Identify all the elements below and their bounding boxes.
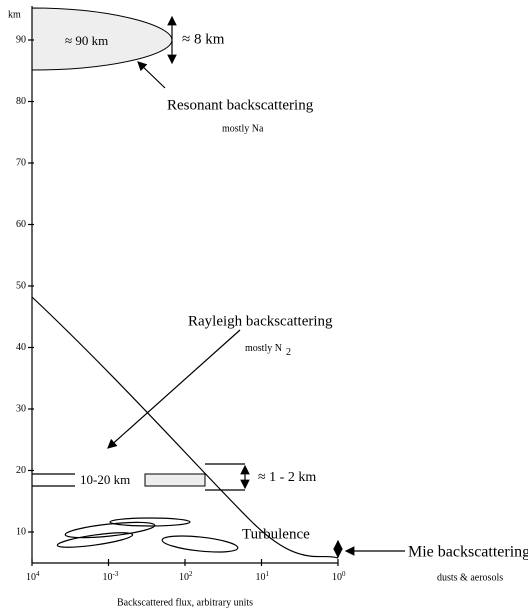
tick-exp: 4 — [36, 570, 40, 578]
tick-base: 10 — [103, 572, 113, 583]
mie-subtitle: dusts & aerosols — [437, 572, 503, 583]
y-tick-label: 70 — [16, 157, 26, 168]
mie-title: Mie backscattering — [408, 544, 528, 561]
turbulence-swirls — [56, 517, 239, 553]
rayleigh-title: Rayleigh backscattering — [188, 313, 333, 329]
altitude-label: ≈ 90 km — [65, 33, 108, 48]
resonant-title: Resonant backscattering — [167, 97, 314, 113]
tick-exp: -3 — [113, 570, 119, 578]
tick-exp: 1 — [266, 570, 270, 578]
y-tick-label: 50 — [16, 280, 26, 291]
x-tick-label: 10-3 — [103, 570, 119, 584]
tick-base: 10 — [332, 572, 342, 583]
x-tick-label: 104 — [26, 570, 40, 584]
band-label: 10-20 km — [80, 472, 130, 487]
y-tick-label: 40 — [16, 342, 26, 353]
band-thickness: ≈ 1 - 2 km — [258, 470, 316, 485]
y-tick-label: 90 — [16, 34, 26, 45]
tick-exp: 0 — [342, 570, 346, 578]
x-tick-label: 101 — [256, 570, 270, 584]
y-unit: km — [8, 9, 21, 20]
pointer-arrow — [107, 329, 241, 449]
y-tick-label: 60 — [16, 219, 26, 230]
x-tick-label: 100 — [332, 570, 346, 584]
thickness-label: ≈ 8 km — [182, 31, 225, 47]
rayleigh-curve — [31, 296, 339, 559]
turbulence-label: Turbulence — [242, 526, 310, 542]
y-tick-label: 80 — [16, 96, 26, 107]
tick-base: 10 — [179, 572, 189, 583]
x-tick-label: 102 — [179, 570, 193, 584]
y-tick-label: 20 — [16, 465, 26, 476]
y-tick-label: 10 — [16, 526, 26, 537]
pointer-arrow — [137, 61, 166, 89]
band — [144, 473, 206, 487]
tick-exp: 2 — [189, 570, 193, 578]
tick-base: 10 — [26, 572, 36, 583]
y-tick-label: 30 — [16, 403, 26, 414]
tick-base: 10 — [256, 572, 266, 583]
x-axis-title: Backscattered flux, arbitrary units — [117, 597, 253, 608]
resonant-subtitle: mostly Na — [222, 123, 264, 134]
